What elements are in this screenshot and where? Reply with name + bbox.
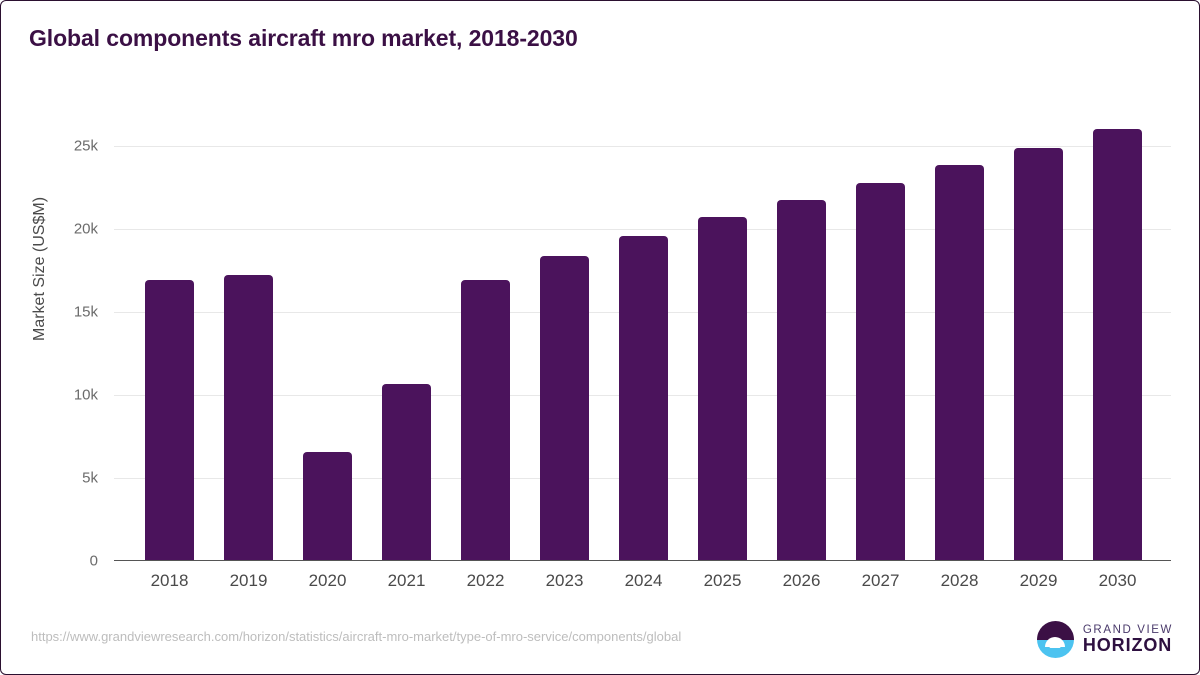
bar-2030[interactable] xyxy=(1093,129,1142,561)
logo-text-bottom: HORIZON xyxy=(1082,635,1173,656)
source-url[interactable]: https://www.grandviewresearch.com/horizo… xyxy=(31,629,682,644)
x-axis-tick-label: 2022 xyxy=(466,571,505,590)
page-title: Global components aircraft mro market, 2… xyxy=(29,25,578,51)
brand-logo: GRAND VIEW HORIZON xyxy=(1036,621,1173,658)
x-axis-tick-label: 2018 xyxy=(150,571,189,590)
y-axis-tick-label: 5k xyxy=(82,469,98,487)
x-axis-tick-label: 2028 xyxy=(940,571,979,590)
bar-2021[interactable] xyxy=(382,384,431,561)
x-axis-tick-label: 2027 xyxy=(861,571,900,590)
bar-2025[interactable] xyxy=(698,217,747,561)
x-axis-tick-label: 2019 xyxy=(229,571,268,590)
logo-text-top: GRAND VIEW xyxy=(1082,624,1173,637)
logo-wordmark: GRAND VIEW HORIZON xyxy=(1083,624,1173,655)
y-axis-tick-label: 25k xyxy=(73,137,98,155)
bar-2028[interactable] xyxy=(935,165,984,561)
logo-sky xyxy=(1036,621,1074,640)
logo-sun xyxy=(1045,636,1066,647)
plot-area xyxy=(114,121,1171,561)
y-axis-tick-label: 20k xyxy=(73,220,98,238)
y-axis-tick-label: 0 xyxy=(89,552,98,570)
y-axis-tick-label: 10k xyxy=(73,386,98,404)
logo-ray-2 xyxy=(1049,646,1061,649)
bar-2020[interactable] xyxy=(303,452,352,561)
gridline xyxy=(114,228,1171,230)
horizon-sun-icon xyxy=(1036,621,1074,658)
x-axis-tick-label: 2026 xyxy=(782,571,821,590)
y-axis-tick-label: 15k xyxy=(73,303,98,321)
bar-2027[interactable] xyxy=(856,183,905,561)
gridline xyxy=(114,145,1171,147)
bar-2019[interactable] xyxy=(224,275,273,561)
bar-2029[interactable] xyxy=(1014,147,1063,561)
logo-ray-1 xyxy=(1046,642,1064,645)
bar-2026[interactable] xyxy=(777,199,826,561)
bar-2023[interactable] xyxy=(540,256,589,561)
x-axis-tick-label: 2024 xyxy=(624,571,663,590)
x-axis-tick-label: 2021 xyxy=(387,571,426,590)
x-axis-line xyxy=(114,560,1171,561)
x-axis-tick-label: 2030 xyxy=(1098,571,1137,590)
x-axis-tick-label: 2023 xyxy=(545,571,584,590)
bar-2018[interactable] xyxy=(145,280,194,561)
x-axis-tick-label: 2029 xyxy=(1019,571,1058,590)
bar-2024[interactable] xyxy=(619,235,668,561)
x-axis-tick-label: 2025 xyxy=(703,571,742,590)
x-axis-tick-label: 2020 xyxy=(308,571,347,590)
bar-2022[interactable] xyxy=(461,279,510,561)
